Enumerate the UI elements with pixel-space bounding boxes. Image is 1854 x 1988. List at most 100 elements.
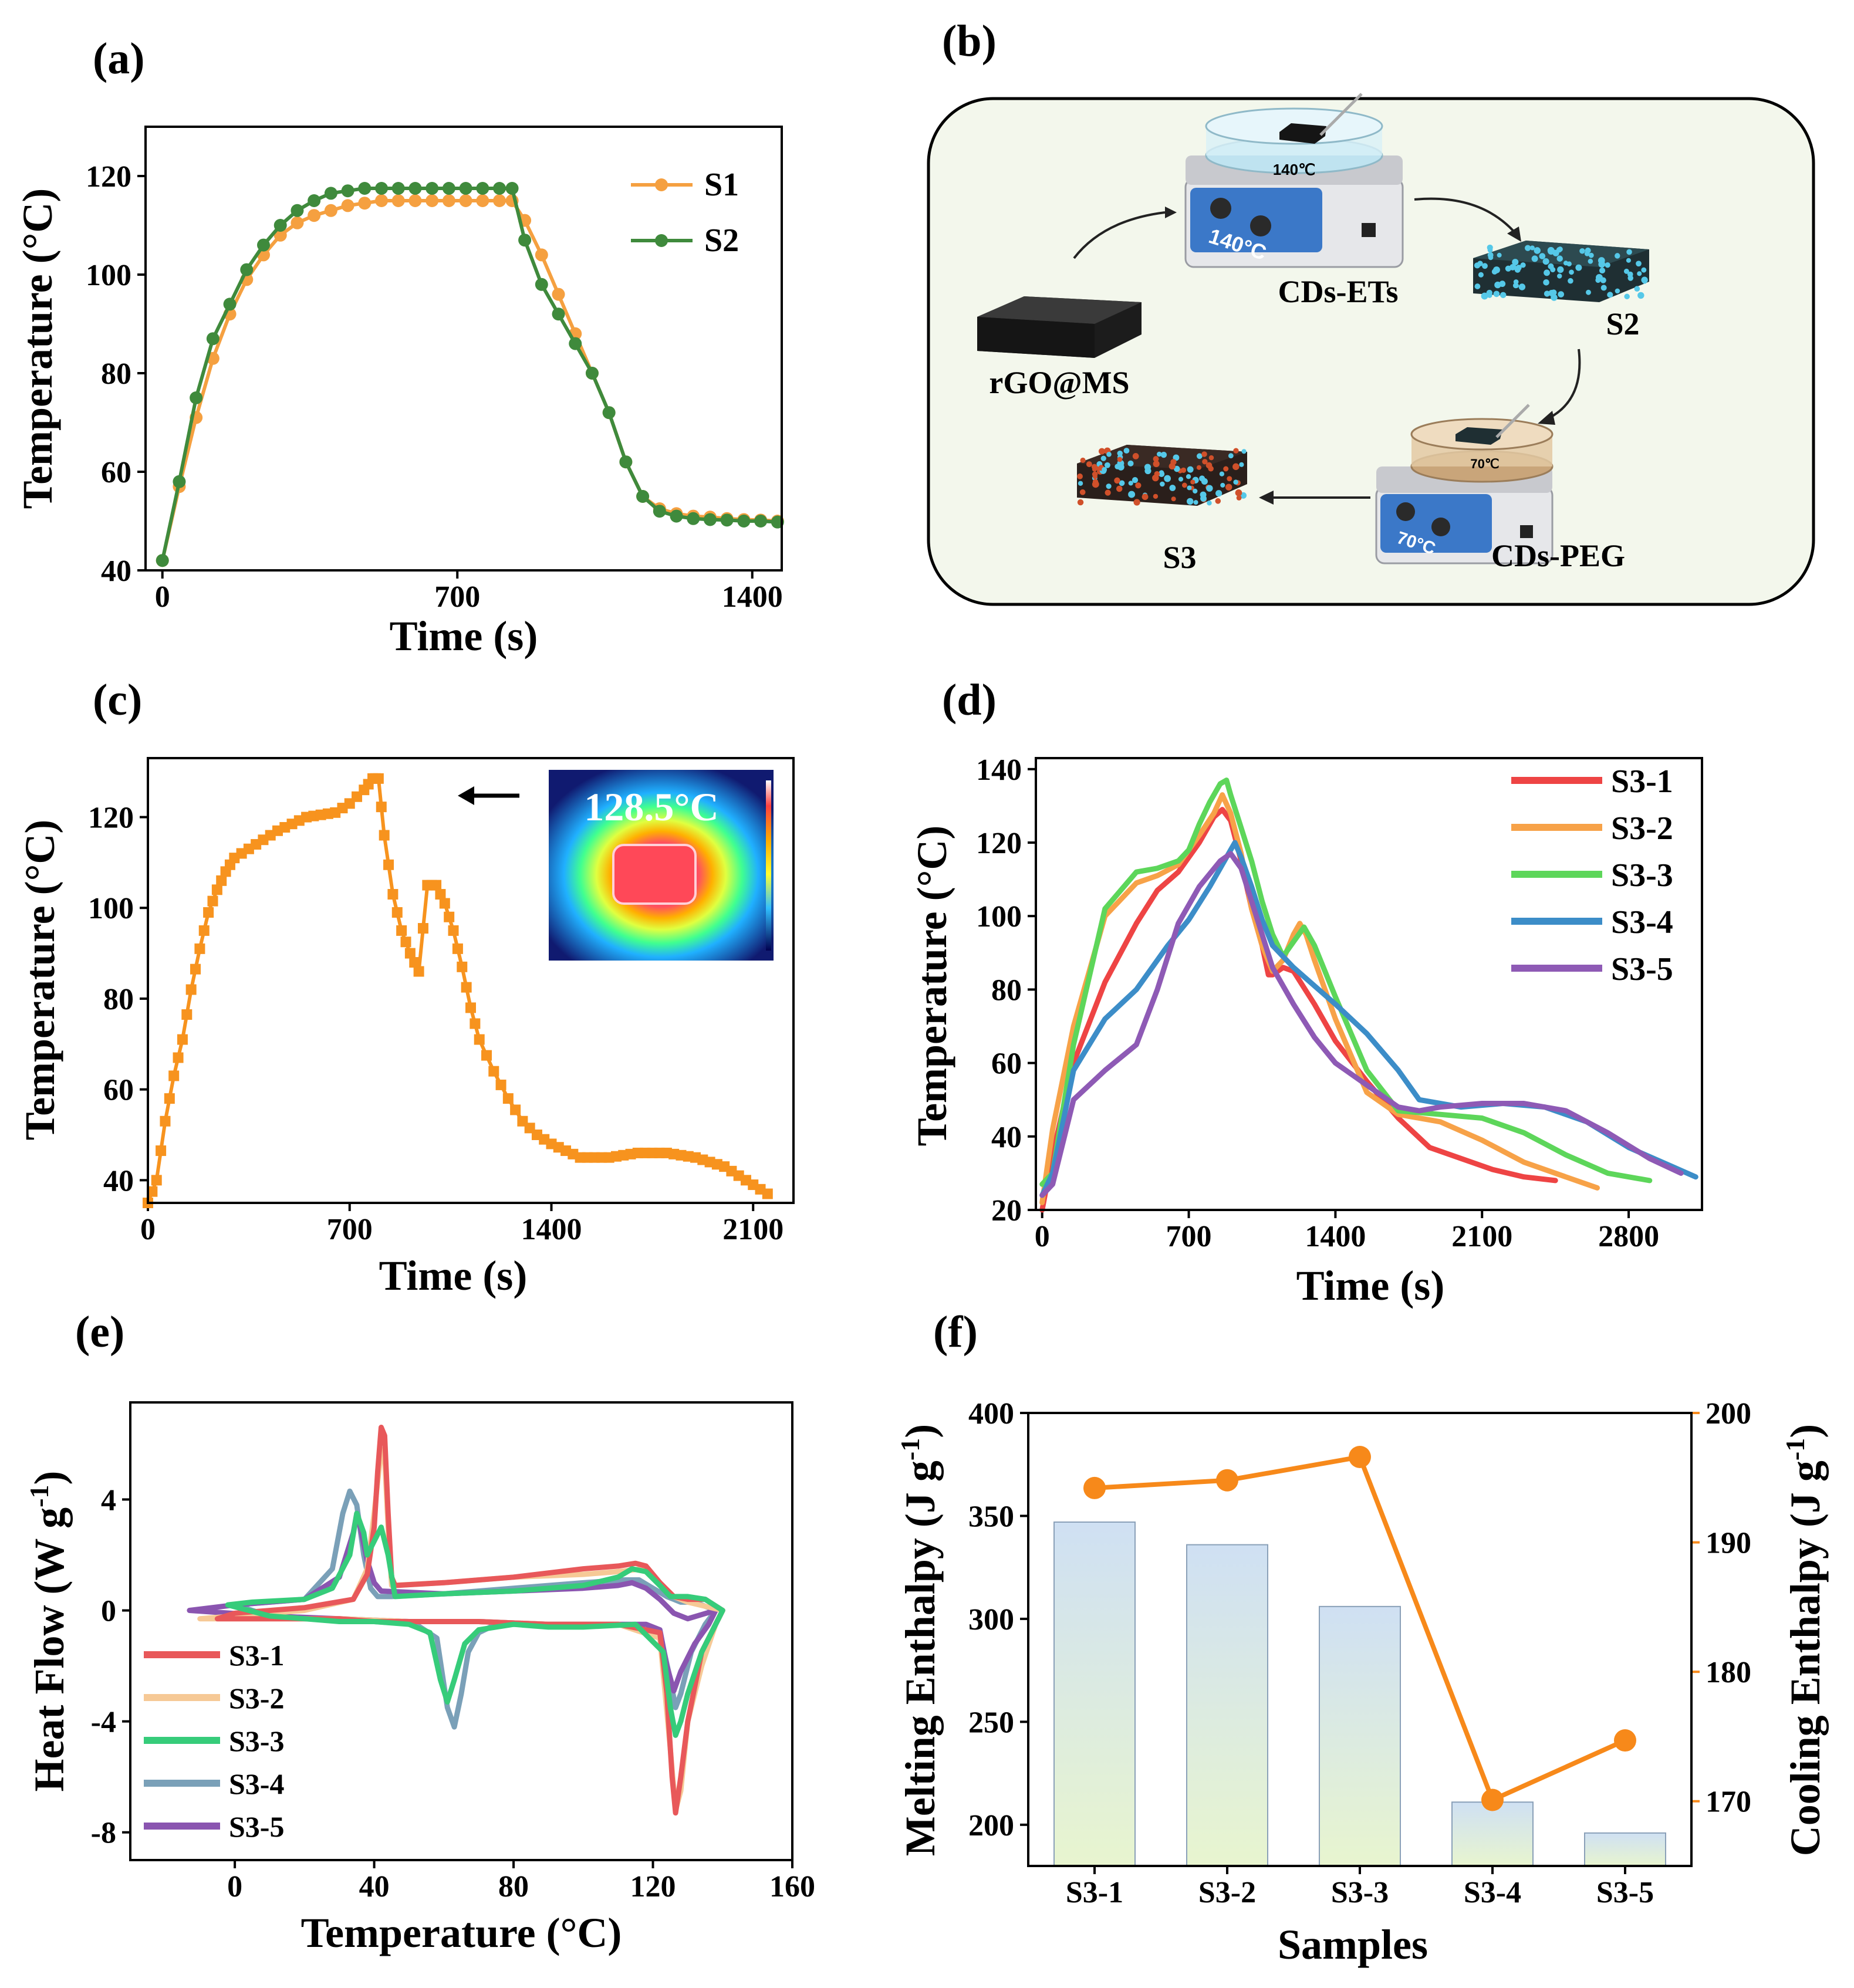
x-tick-label-f: S3-5 [1596, 1876, 1654, 1909]
sponge-dot [1605, 262, 1610, 268]
legend-a-s1-marker [655, 178, 668, 191]
plot-e-frame [129, 1401, 793, 1861]
sponge-dot [1102, 466, 1107, 472]
arrow-1-head [1165, 207, 1177, 218]
point-c [461, 982, 472, 993]
panel-a-label: (a) [93, 34, 145, 83]
point-S2 [223, 297, 237, 311]
sponge-dot [1623, 268, 1629, 274]
sponge-dot [1569, 269, 1574, 275]
point-S2 [653, 505, 666, 518]
point-c [181, 1009, 193, 1020]
point-c [164, 1093, 175, 1104]
bar-melting-S3-5 [1584, 1832, 1666, 1867]
point-c [198, 925, 210, 936]
sponge-dot [1626, 249, 1632, 255]
point-c [211, 884, 222, 895]
y-tick-label-a: 60 [101, 456, 131, 489]
point-c [452, 943, 463, 954]
point-c [207, 895, 218, 907]
hotplate-1 [1184, 93, 1404, 268]
bar-melting-S3-2 [1186, 1544, 1268, 1867]
point-c [762, 1188, 773, 1199]
legend-a: S1 S2 [631, 167, 739, 259]
point-cooling-S3-4 [1481, 1788, 1504, 1811]
arrow-4-head [1259, 491, 1274, 505]
sponge-dot [1474, 262, 1481, 269]
sponge-s3 [1077, 445, 1247, 506]
arrow-3 [1549, 349, 1581, 419]
legend-label-e-S3-3: S3-3 [229, 1725, 284, 1757]
legend-a-s2-marker [655, 234, 668, 247]
sponge-dot [1543, 279, 1549, 286]
point-c [383, 859, 394, 870]
y-tick-label-f: 400 [968, 1397, 1014, 1431]
sponge-dot [1539, 253, 1546, 259]
sponge-dot [1205, 462, 1213, 469]
sponge-dot [1233, 448, 1239, 454]
sponge-dot [1225, 484, 1232, 491]
sponge-dot [1086, 461, 1092, 468]
sponge-dot [1478, 272, 1484, 278]
sponge-dot [1200, 495, 1207, 502]
sponge-dot [1193, 488, 1198, 494]
point-S2 [459, 182, 472, 195]
point-S2 [324, 187, 337, 200]
sponge-dot [1128, 491, 1136, 498]
node-cds-peg: CDs-PEG [1491, 538, 1625, 573]
legend-a-s2-label: S2 [704, 222, 739, 259]
point-S2 [273, 219, 287, 232]
sponge-dot [1104, 462, 1110, 468]
sponge-dot [1190, 479, 1196, 485]
sponge-dot [1144, 467, 1151, 475]
sponge-dot [1544, 269, 1550, 276]
sponge-dot [1627, 275, 1634, 281]
y-tick-label-c: 100 [88, 892, 134, 925]
y-tick-label-e: 0 [101, 1595, 116, 1628]
point-c [185, 984, 197, 995]
sponge-dot [1196, 465, 1202, 470]
plot-f-frame [1027, 1412, 1693, 1867]
legend-a-s1-label: S1 [704, 167, 739, 203]
y-axis-title-f: Melting Enthalpy (J g-1) [895, 1424, 944, 1856]
panel-a: (a) 0 700 1400 40 60 80 100 120 Time (s) Temper… [14, 34, 784, 660]
sponge-dot [1077, 499, 1084, 506]
legend-label-S3-4: S3-4 [1611, 904, 1673, 941]
y-tick-label-d: 40 [991, 1121, 1022, 1154]
point-c [194, 943, 205, 954]
sponge-dot [1637, 271, 1642, 276]
sponge-dot [1575, 264, 1582, 271]
point-S2 [602, 406, 616, 420]
point-c [379, 830, 390, 841]
point-c [470, 1018, 481, 1029]
sponge-dot [1092, 466, 1097, 472]
point-S2 [636, 490, 650, 503]
sponge-dot [1493, 290, 1500, 297]
point-cooling-S3-5 [1614, 1729, 1636, 1752]
sponge-dot [1133, 499, 1140, 506]
sponge-dot [1568, 278, 1573, 284]
point-cooling-S3-1 [1083, 1476, 1106, 1499]
x-tick-label-d: 2800 [1598, 1220, 1659, 1253]
point-c [474, 1034, 485, 1045]
node-s3: S3 [1163, 540, 1196, 575]
point-c [413, 966, 424, 977]
sponge-dot [1228, 453, 1234, 459]
point-S1 [442, 194, 455, 207]
point-S2 [190, 391, 203, 404]
sponge-dot [1187, 498, 1194, 505]
point-S2 [687, 512, 700, 525]
sponge-dot [1641, 267, 1647, 273]
sponge-dot [1563, 261, 1569, 266]
sponge-dot [1193, 500, 1198, 505]
point-c [376, 802, 387, 813]
sponge-dot [1500, 292, 1507, 299]
sponge-dot [1106, 484, 1112, 489]
sponge-dot [1548, 263, 1554, 270]
sponge-dot [1169, 462, 1176, 470]
x-tick-label-e: 80 [498, 1870, 529, 1904]
point-S2 [518, 234, 532, 247]
sponge-dot [1487, 292, 1492, 298]
point-c [465, 1002, 476, 1013]
sponge-dot [1077, 473, 1083, 479]
